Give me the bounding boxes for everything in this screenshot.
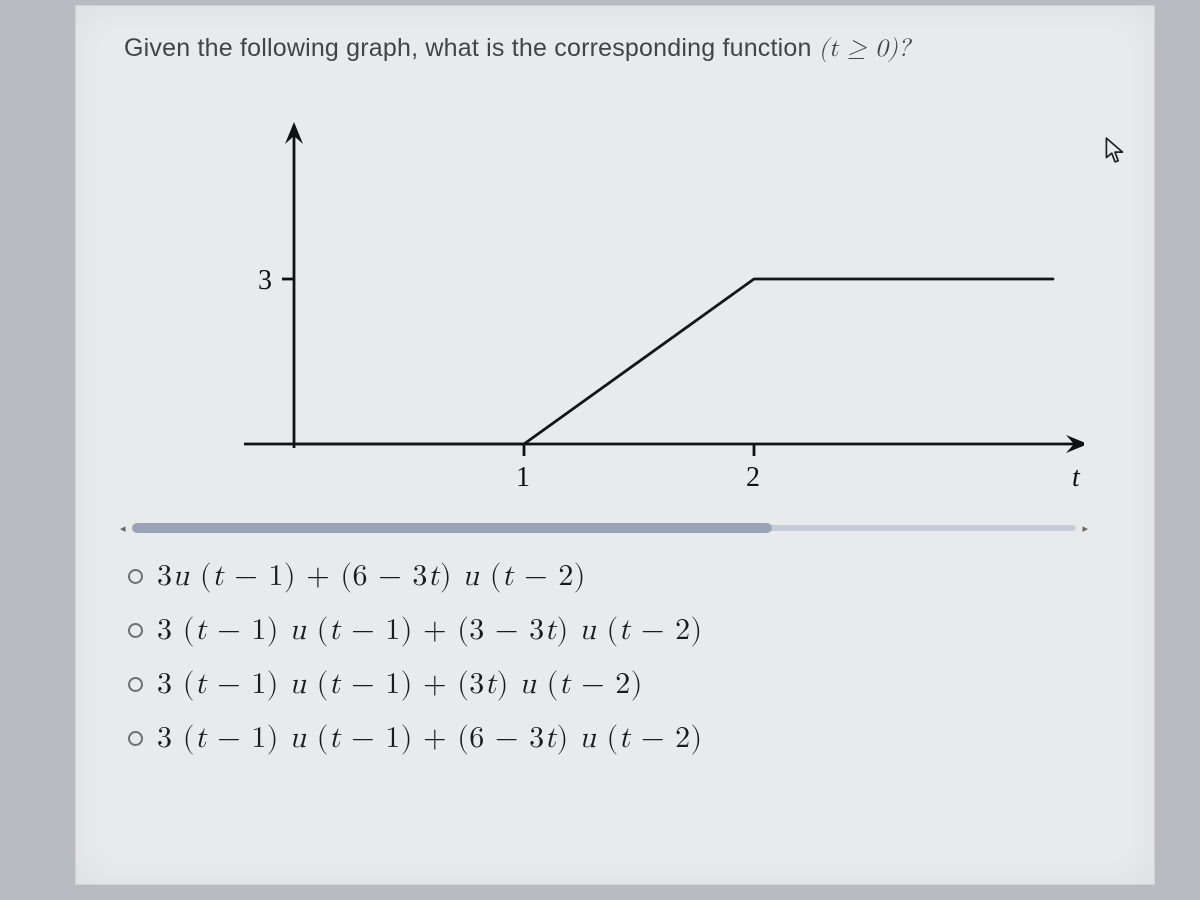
radio-icon[interactable] bbox=[128, 731, 143, 746]
graph-svg: 3 1 2 t bbox=[124, 94, 1084, 514]
option-c[interactable]: 3 (t − 1) u (t − 1) + (3t) u (t − 2) bbox=[128, 666, 1106, 702]
svg-text:1: 1 bbox=[516, 462, 530, 493]
answer-options: 3u (t − 1) + (6 − 3t) u (t − 2) 3 (t − 1… bbox=[124, 558, 1106, 756]
option-a[interactable]: 3u (t − 1) + (6 − 3t) u (t − 2) bbox=[128, 558, 1106, 594]
scroll-right-icon[interactable]: ▸ bbox=[1082, 522, 1088, 535]
question-prefix: Given the following graph, what is the c… bbox=[124, 34, 819, 62]
option-label: 3u (t − 1) + (6 − 3t) u (t − 2) bbox=[157, 558, 586, 594]
option-label: 3 (t − 1) u (t − 1) + (6 − 3t) u (t − 2) bbox=[157, 720, 703, 756]
scrollbar-thumb[interactable] bbox=[132, 523, 772, 533]
question-card: Given the following graph, what is the c… bbox=[75, 5, 1155, 885]
graph: 3 1 2 t bbox=[124, 94, 1084, 514]
option-label: 3 (t − 1) u (t − 1) + (3t) u (t − 2) bbox=[157, 666, 643, 702]
option-d[interactable]: 3 (t − 1) u (t − 1) + (6 − 3t) u (t − 2) bbox=[128, 720, 1106, 756]
option-b[interactable]: 3 (t − 1) u (t − 1) + (3 − 3t) u (t − 2) bbox=[128, 612, 1106, 648]
question-text: Given the following graph, what is the c… bbox=[124, 34, 1106, 64]
svg-text:t: t bbox=[1072, 462, 1081, 493]
question-condition: (t ≥ 0)? bbox=[819, 36, 910, 61]
radio-icon[interactable] bbox=[128, 569, 143, 584]
mouse-cursor-icon bbox=[1104, 136, 1126, 169]
horizontal-scrollbar[interactable]: ◂ ▸ bbox=[124, 522, 1084, 534]
svg-text:3: 3 bbox=[258, 265, 272, 296]
radio-icon[interactable] bbox=[128, 623, 143, 638]
scroll-left-icon[interactable]: ◂ bbox=[120, 522, 126, 535]
option-label: 3 (t − 1) u (t − 1) + (3 − 3t) u (t − 2) bbox=[157, 612, 703, 648]
svg-text:2: 2 bbox=[746, 462, 760, 493]
radio-icon[interactable] bbox=[128, 677, 143, 692]
